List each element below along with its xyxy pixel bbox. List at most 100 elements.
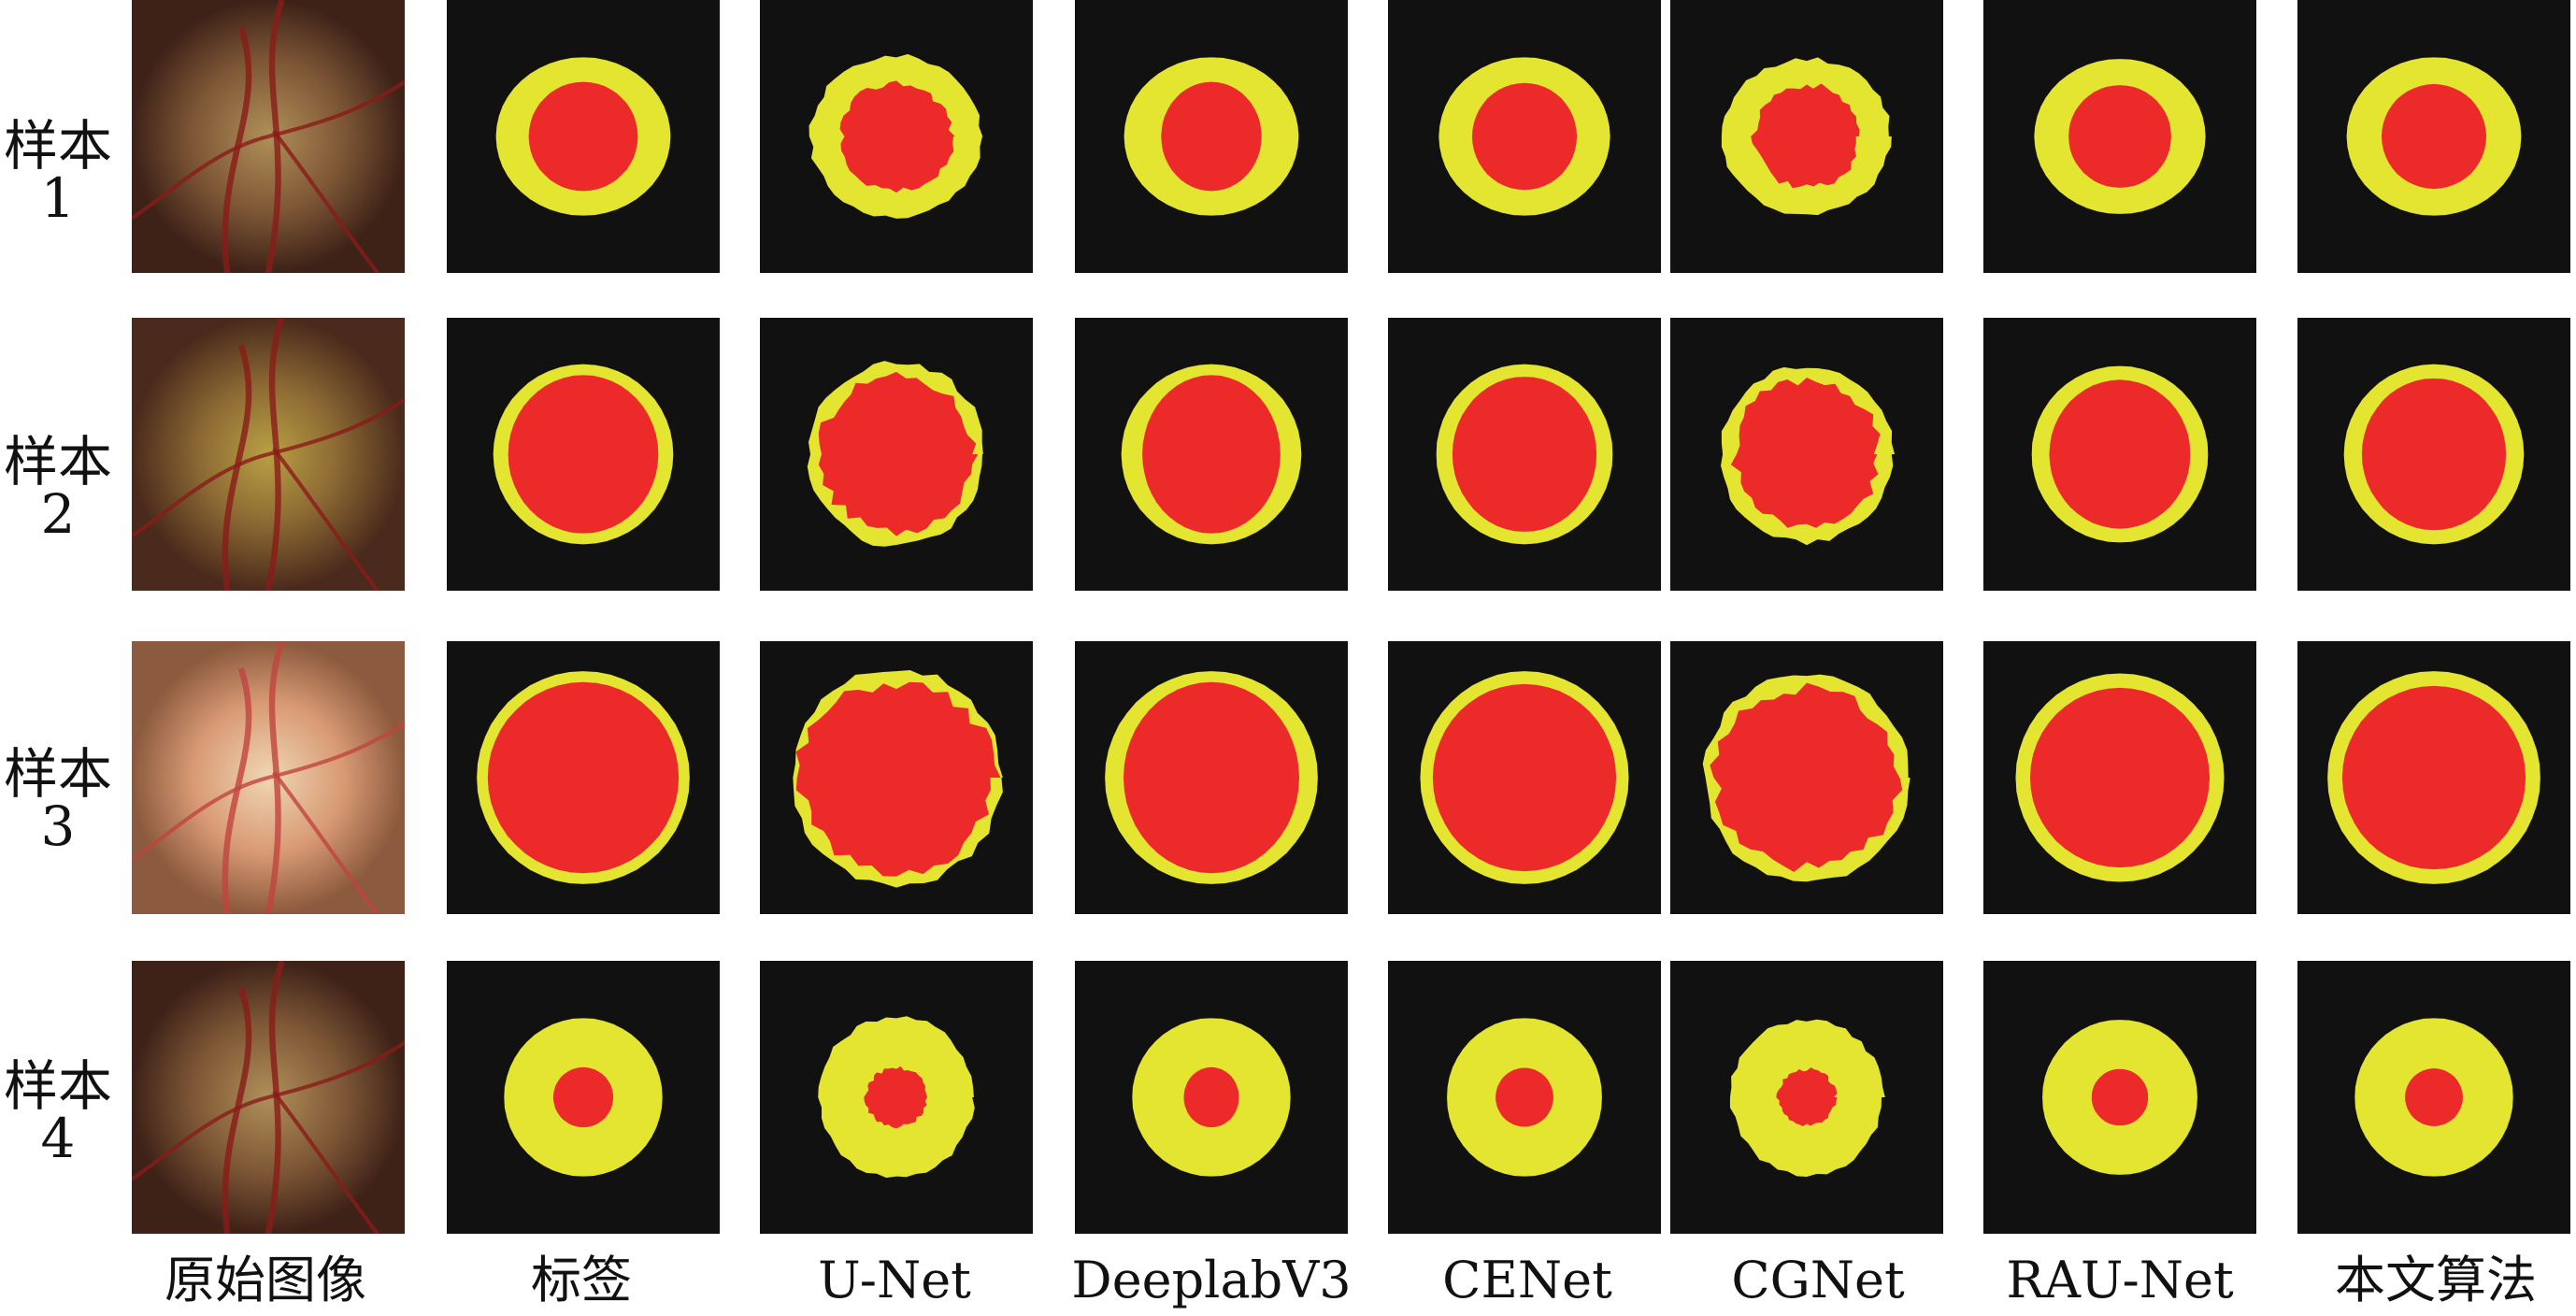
blood-vessel (272, 129, 379, 273)
blood-vessel (272, 1090, 379, 1234)
column-label-deeplabv3: DeeplabV3 (1071, 1251, 1352, 1309)
optic-cup-region (1751, 83, 1860, 189)
blood-vessel (265, 641, 285, 914)
segmentation-mask-row3-rau-net (1983, 641, 2256, 914)
blood-vessel (267, 1040, 405, 1099)
blood-vessel (272, 447, 379, 591)
fundus-image-row3-original (132, 641, 405, 914)
segmentation-mask-row1-cenet (1388, 0, 1661, 273)
fundus-image-row2-original (132, 318, 405, 591)
segmentation-mask-row1-unet (760, 0, 1033, 273)
blood-vessel (265, 318, 285, 591)
column-label-proposed: 本文算法 (2335, 1251, 2537, 1309)
optic-cup-region (1730, 377, 1881, 528)
segmentation-mask-row4-cenet (1388, 961, 1661, 1234)
segmentation-mask-row3-proposed (2297, 641, 2570, 914)
segmentation-mask-row3-cgnet (1670, 641, 1943, 914)
segmentation-mask-row4-unet (760, 961, 1033, 1234)
fundus-image-row1-original (132, 0, 405, 273)
segmentation-mask-row1-ground-truth (447, 0, 720, 273)
optic-cup-region (2381, 83, 2487, 190)
blood-vessel (267, 721, 405, 780)
blood-vessel (267, 79, 405, 138)
optic-cup-region (1776, 1067, 1838, 1126)
optic-cup-region (2049, 379, 2191, 529)
segmentation-mask-row2-rau-net (1983, 318, 2256, 591)
optic-cup-region (508, 375, 659, 534)
row-label-number: 1 (40, 166, 76, 230)
blood-vessel (132, 135, 269, 221)
segmentation-mask-row3-deeplabv3 (1075, 641, 1348, 914)
optic-cup-region (487, 681, 680, 874)
column-label-unet: U-Net (818, 1251, 971, 1309)
optic-cup-region (2091, 1068, 2149, 1126)
optic-cup-region (1710, 682, 1903, 873)
optic-cup-region (2029, 687, 2211, 868)
optic-cup-region (1183, 1066, 1239, 1128)
optic-cup-region (2405, 1068, 2463, 1126)
segmentation-mask-row4-proposed (2297, 961, 2570, 1234)
optic-cup-region (2341, 685, 2526, 870)
segmentation-mask-row2-ground-truth (447, 318, 720, 591)
blood-vessel (267, 397, 405, 456)
blood-vessel (222, 987, 252, 1234)
optic-cup-region (528, 81, 638, 192)
segmentation-mask-row3-unet (760, 641, 1033, 914)
optic-cup-region (1496, 1067, 1553, 1127)
segmentation-mask-row4-ground-truth (447, 961, 720, 1234)
optic-cup-region (864, 1066, 927, 1129)
segmentation-mask-row3-cenet (1388, 641, 1661, 914)
row-label-text: 样本 (3, 430, 112, 494)
optic-cup-region (795, 681, 1001, 877)
row-label-number: 3 (40, 794, 76, 858)
row-label-text: 样本 (3, 742, 112, 806)
optic-cup-region (1452, 377, 1597, 532)
segmentation-mask-row1-deeplabv3 (1075, 0, 1348, 273)
segmentation-mask-row1-proposed (2297, 0, 2570, 273)
blood-vessel (265, 0, 285, 273)
segmentation-mask-row4-deeplabv3 (1075, 961, 1348, 1234)
segmentation-mask-row1-rau-net (1983, 0, 2256, 273)
blood-vessel (265, 961, 285, 1234)
blood-vessel (132, 1095, 269, 1181)
column-label-ground-truth: 标签 (531, 1251, 632, 1309)
row-label-text: 样本 (3, 1054, 112, 1118)
segmentation-mask-row3-ground-truth (447, 641, 720, 914)
optic-cup-region (1123, 681, 1300, 874)
row-label-number: 4 (40, 1107, 76, 1170)
segmentation-mask-row2-proposed (2297, 318, 2570, 591)
optic-cup-region (552, 1066, 614, 1128)
blood-vessel (222, 667, 252, 914)
optic-cup-region (2068, 85, 2171, 188)
optic-cup-region (2361, 378, 2507, 531)
column-label-cgnet: CGNet (1731, 1251, 1905, 1309)
optic-cup-region (839, 80, 955, 193)
column-label-rau-net: RAU-Net (2006, 1251, 2234, 1309)
blood-vessel (222, 26, 252, 273)
blood-vessel (272, 770, 379, 914)
optic-cup-region (1471, 82, 1578, 191)
optic-cup-region (1142, 375, 1281, 534)
row-label-number: 2 (40, 482, 76, 546)
segmentation-mask-row2-unet (760, 318, 1033, 591)
row-label-2: 样本 2 (0, 430, 116, 546)
row-label-4: 样本 4 (0, 1054, 116, 1170)
row-label-3: 样本 3 (0, 742, 116, 858)
segmentation-mask-row4-rau-net (1983, 961, 2256, 1234)
blood-vessel (132, 776, 269, 862)
column-label-original: 原始图像 (165, 1251, 366, 1309)
segmentation-mask-row2-cgnet (1670, 318, 1943, 591)
row-label-text: 样本 (3, 114, 112, 178)
column-label-cenet: CENet (1442, 1251, 1612, 1309)
segmentation-mask-row2-cenet (1388, 318, 1661, 591)
row-label-1: 样本 1 (0, 114, 116, 230)
segmentation-mask-row4-cgnet (1670, 961, 1943, 1234)
fundus-image-row4-original (132, 961, 405, 1234)
segmentation-mask-row1-cgnet (1670, 0, 1943, 273)
optic-cup-region (1161, 81, 1262, 192)
blood-vessel (222, 344, 252, 591)
optic-cup-region (818, 371, 979, 536)
optic-cup-region (1432, 683, 1617, 872)
segmentation-mask-row2-deeplabv3 (1075, 318, 1348, 591)
blood-vessel (132, 452, 269, 538)
